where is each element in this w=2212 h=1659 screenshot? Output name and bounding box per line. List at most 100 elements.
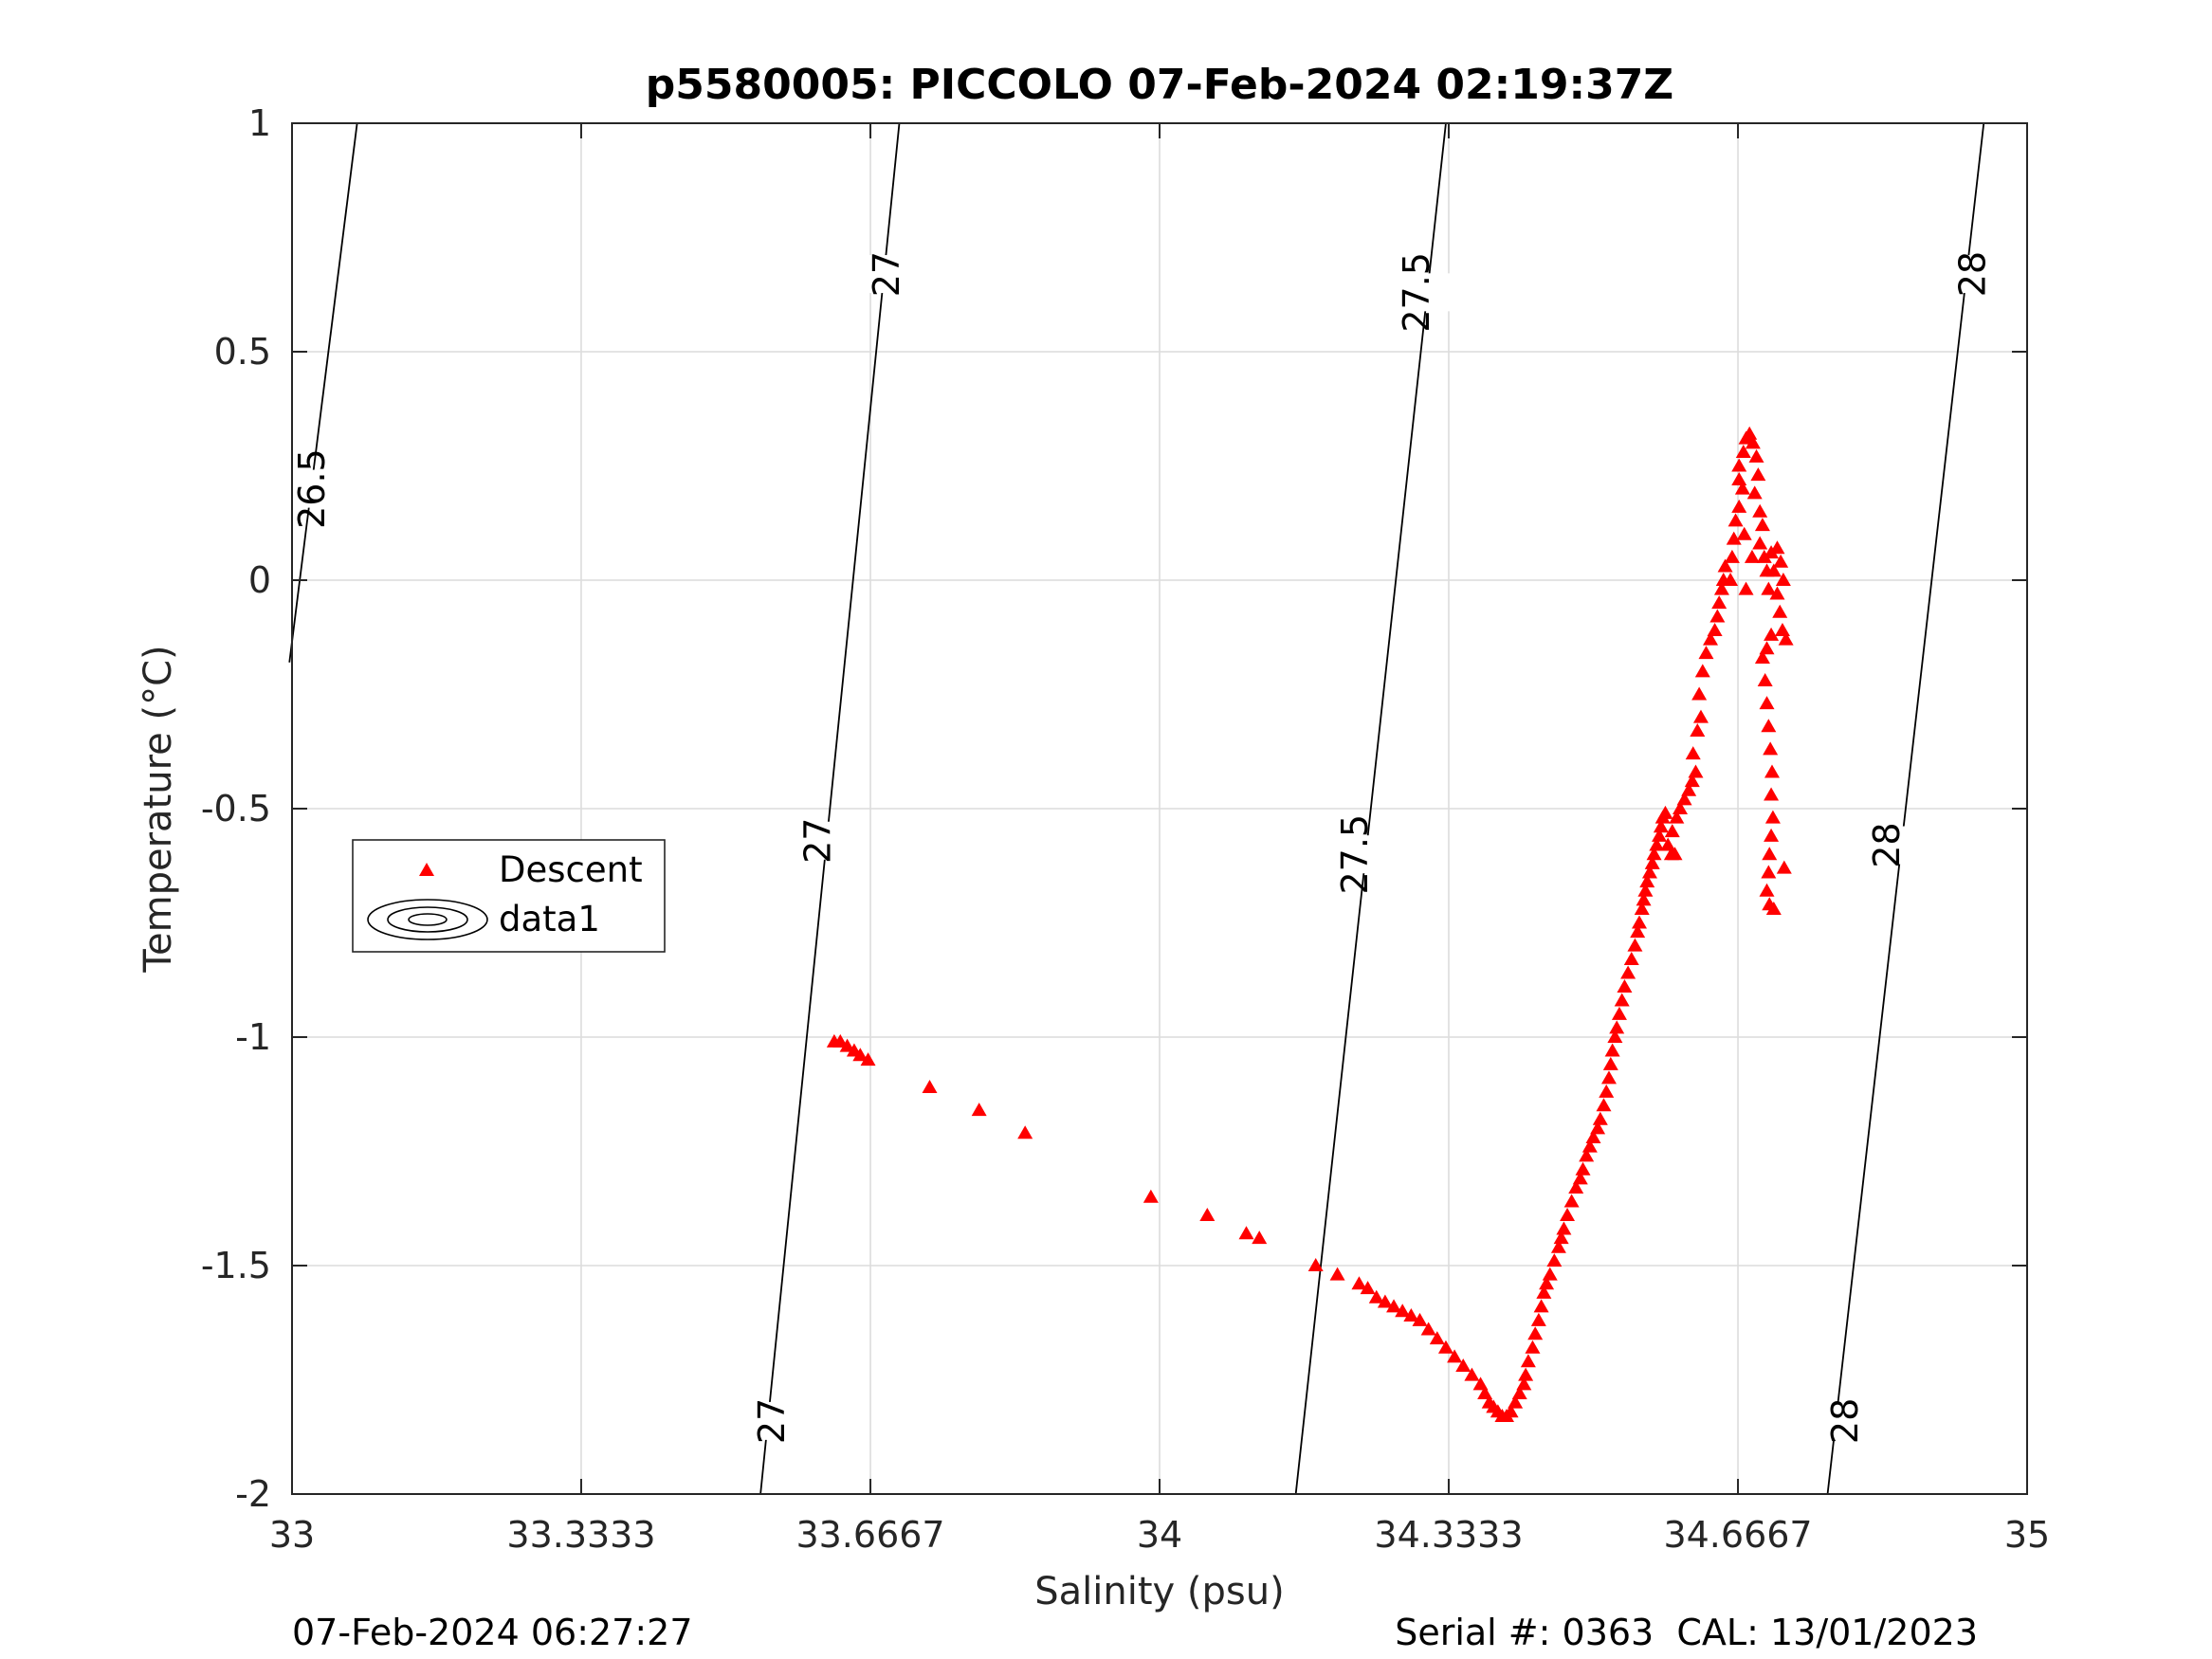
contour-label-backing bbox=[781, 821, 854, 860]
x-tick-label: 33.6667 bbox=[795, 1514, 944, 1556]
data-point bbox=[1143, 1189, 1159, 1203]
data-point bbox=[1592, 1111, 1608, 1125]
data-point bbox=[1769, 586, 1785, 600]
data-point bbox=[1412, 1312, 1428, 1326]
x-tick-label: 33.3333 bbox=[506, 1514, 655, 1556]
y-tick-label: -1.5 bbox=[201, 1245, 271, 1286]
contour-line-28 bbox=[1826, 122, 1985, 1495]
data-point bbox=[1765, 902, 1782, 916]
data-point bbox=[1778, 631, 1794, 646]
data-point bbox=[1676, 792, 1692, 806]
data-point bbox=[1646, 847, 1662, 861]
data-point bbox=[1759, 883, 1775, 897]
x-tick-label: 34.3333 bbox=[1374, 1514, 1523, 1556]
data-point bbox=[852, 1048, 868, 1062]
data-point bbox=[1773, 554, 1789, 568]
data-point bbox=[1691, 686, 1708, 701]
data-point bbox=[1690, 723, 1706, 738]
data-point bbox=[1634, 902, 1650, 916]
data-point bbox=[860, 1052, 876, 1066]
data-point bbox=[1641, 865, 1657, 879]
y-axis-ticks: -2 -1.5 -1 -0.5 0 0.5 1 bbox=[201, 102, 2027, 1515]
x-tick-label: 33 bbox=[269, 1514, 315, 1556]
contour-label: 26.5 bbox=[291, 448, 333, 529]
data-point bbox=[1429, 1331, 1445, 1345]
data-point bbox=[1575, 1161, 1591, 1176]
data-point bbox=[971, 1103, 987, 1117]
y-tick-label: -0.5 bbox=[201, 788, 271, 830]
data-point bbox=[1556, 1221, 1572, 1235]
data-point bbox=[1762, 847, 1778, 861]
data-point bbox=[1726, 531, 1742, 545]
contour-label-backing bbox=[1808, 1401, 1881, 1440]
data-point bbox=[1735, 445, 1751, 459]
data-point bbox=[1447, 1349, 1463, 1363]
data-point bbox=[1572, 1171, 1588, 1185]
y-tick-label: 1 bbox=[248, 102, 271, 144]
data-point bbox=[1673, 801, 1688, 814]
data-point bbox=[1307, 1258, 1324, 1271]
data-point bbox=[1550, 1239, 1566, 1253]
contour-label-backing bbox=[1936, 255, 2009, 294]
contour-label: 27.5 bbox=[1334, 814, 1376, 895]
data-point bbox=[1731, 499, 1747, 513]
data-point bbox=[1386, 1299, 1402, 1313]
data-point bbox=[1761, 865, 1777, 879]
data-point bbox=[1585, 1130, 1601, 1144]
contour-label: 27.5 bbox=[1396, 252, 1437, 333]
x-axis-ticks: 33 33.3333 33.6667 34 34.3333 34.6667 35 bbox=[269, 123, 2050, 1556]
x-tick-label: 34 bbox=[1137, 1514, 1182, 1556]
data-point bbox=[1596, 1098, 1612, 1112]
data-point bbox=[1377, 1294, 1393, 1308]
data-point bbox=[1772, 604, 1788, 618]
data-point bbox=[1477, 1385, 1493, 1399]
data-point bbox=[1639, 874, 1655, 888]
data-point bbox=[1553, 1231, 1569, 1245]
data-point bbox=[1745, 435, 1761, 449]
y-tick-label: -2 bbox=[235, 1473, 271, 1515]
contour-label-backing bbox=[276, 469, 349, 508]
legend-label-data1: data1 bbox=[499, 899, 600, 939]
contour-label-backing bbox=[1318, 835, 1391, 874]
data-point bbox=[1724, 549, 1740, 563]
x-tick-label: 34.6667 bbox=[1663, 1514, 1812, 1556]
data-point bbox=[1688, 764, 1704, 778]
data-point bbox=[1581, 1139, 1598, 1153]
data-point bbox=[1360, 1281, 1376, 1295]
data-point bbox=[1252, 1231, 1268, 1245]
data-point bbox=[1533, 1299, 1549, 1313]
data-point bbox=[1527, 1326, 1544, 1340]
data-point bbox=[1395, 1304, 1411, 1318]
contour-label-backing bbox=[850, 255, 923, 294]
data-point bbox=[1617, 978, 1633, 993]
data-point bbox=[1520, 1354, 1536, 1368]
footer-timestamp: 07-Feb-2024 06:27:27 bbox=[292, 1612, 693, 1653]
contour-line-27 bbox=[759, 122, 901, 1495]
contour-label-backing bbox=[1380, 273, 1453, 312]
data-point bbox=[1692, 709, 1709, 723]
legend-label-descent: Descent bbox=[499, 849, 643, 890]
data-point bbox=[922, 1080, 938, 1094]
data-point bbox=[1764, 787, 1780, 801]
gridlines bbox=[292, 123, 2027, 1494]
data-point bbox=[1649, 837, 1665, 851]
data-point bbox=[1579, 1148, 1595, 1162]
data-point bbox=[1611, 1006, 1627, 1020]
data-point bbox=[1604, 1043, 1620, 1057]
data-point bbox=[1590, 1121, 1606, 1135]
data-point bbox=[1685, 746, 1701, 760]
data-point bbox=[1351, 1276, 1367, 1290]
data-point bbox=[1723, 573, 1739, 586]
data-point bbox=[1669, 810, 1685, 824]
data-point bbox=[1667, 847, 1683, 861]
contour-label: 28 bbox=[1951, 251, 1993, 297]
data-point bbox=[1775, 573, 1791, 586]
data-point bbox=[1764, 627, 1780, 641]
data-point bbox=[1763, 741, 1779, 756]
y-tick-label: 0 bbox=[248, 559, 271, 601]
data-point bbox=[1756, 549, 1772, 563]
data-point bbox=[1508, 1395, 1524, 1409]
data-point bbox=[1769, 540, 1785, 555]
data-point bbox=[832, 1033, 849, 1048]
data-point bbox=[1709, 609, 1726, 623]
